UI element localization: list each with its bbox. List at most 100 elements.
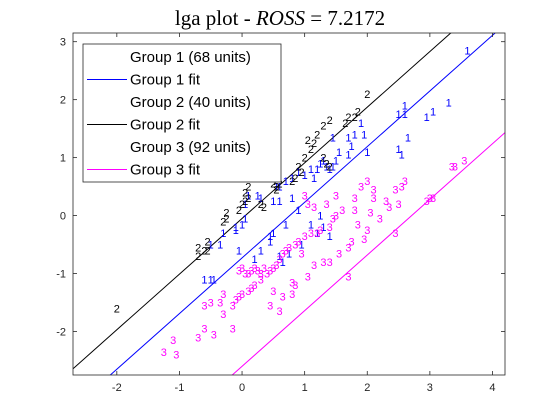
point-marker: 1	[308, 219, 314, 231]
point-marker: 3	[370, 193, 376, 205]
point-marker: 2	[320, 121, 326, 133]
point-marker: 2	[311, 138, 317, 150]
point-marker: 1	[317, 211, 323, 223]
point-marker: 1	[308, 164, 314, 176]
fit-lines	[73, 33, 505, 375]
point-marker: 2	[302, 153, 308, 165]
legend: Group 1 (68 units) Group 1 fit Group 2 (40…	[82, 43, 282, 183]
point-marker: 2	[292, 173, 298, 185]
point-marker: 3	[292, 240, 298, 252]
point-marker: 2	[258, 199, 264, 211]
point-marker: 3	[452, 161, 458, 173]
chart-title-text: lga plot - ROSS = 7.2172	[175, 6, 385, 30]
point-marker: 1	[327, 231, 333, 243]
point-marker: 2	[220, 216, 226, 228]
point-marker: 3	[242, 269, 248, 281]
point-marker: 1	[252, 254, 258, 266]
chart-title: lga plot - ROSS = 7.2172	[175, 6, 385, 30]
point-marker: 2	[195, 242, 201, 254]
point-marker: 3	[264, 269, 270, 281]
point-marker: 3	[280, 292, 286, 304]
point-marker: 3	[336, 248, 342, 260]
point-marker: 3	[261, 263, 267, 275]
point-marker: 1	[402, 100, 408, 112]
point-marker: 3	[252, 263, 258, 275]
point-marker: 3	[349, 237, 355, 249]
point-marker: 3	[239, 289, 245, 301]
point-marker: 2	[245, 193, 251, 205]
point-marker: 1	[267, 231, 273, 243]
point-marker: 3	[333, 190, 339, 202]
series-group-1: 1111111111111111111111111111111111111111…	[201, 45, 470, 286]
point-marker: 1	[361, 129, 367, 141]
point-marker: 2	[205, 237, 211, 249]
point-marker: 3	[383, 196, 389, 208]
point-marker: 1	[320, 222, 326, 234]
point-marker: 1	[236, 245, 242, 257]
point-marker: 1	[320, 156, 326, 168]
point-marker: 2	[298, 167, 304, 179]
x-tick-label: 3	[427, 382, 433, 394]
point-marker: 1	[345, 132, 351, 144]
point-marker: 2	[201, 245, 207, 257]
point-marker: 3	[377, 213, 383, 225]
point-marker: 1	[399, 150, 405, 162]
point-marker: 3	[324, 199, 330, 211]
point-marker: 1	[245, 190, 251, 202]
point-marker: 2	[289, 176, 295, 188]
point-marker: 2	[324, 158, 330, 170]
title-suffix: = 7.2172	[305, 6, 385, 30]
point-marker: 1	[298, 240, 304, 252]
point-marker: 3	[236, 292, 242, 304]
x-tick-label: 2	[364, 382, 370, 394]
point-marker: 3	[399, 182, 405, 194]
point-marker: 1	[317, 158, 323, 170]
point-marker: 2	[239, 199, 245, 211]
point-marker: 3	[258, 269, 264, 281]
legend-box	[82, 43, 282, 183]
point-marker: 1	[358, 118, 364, 130]
point-marker: 2	[273, 182, 279, 194]
x-tick-label: 1	[302, 382, 308, 394]
point-marker: 1	[396, 109, 402, 121]
point-marker: 3	[245, 286, 251, 298]
point-marker: 3	[173, 350, 179, 362]
point-marker: 1	[430, 106, 436, 118]
point-marker: 2	[327, 115, 333, 127]
point-marker: 1	[311, 173, 317, 185]
y-tick-label: 1	[60, 153, 66, 165]
point-marker: 3	[289, 289, 295, 301]
fit-line-group-1	[109, 33, 496, 375]
point-marker: 3	[267, 300, 273, 312]
point-marker: 3	[170, 335, 176, 347]
point-marker: 2	[364, 89, 370, 101]
point-marker: 3	[302, 190, 308, 202]
point-marker: 3	[208, 298, 214, 310]
point-marker: 3	[270, 263, 276, 275]
point-marker: 3	[161, 347, 167, 359]
point-marker: 3	[320, 257, 326, 269]
point-marker: 3	[245, 269, 251, 281]
point-marker: 3	[352, 193, 358, 205]
point-marker: 3	[248, 283, 254, 295]
point-marker: 2	[327, 161, 333, 173]
point-marker: 1	[289, 193, 295, 205]
point-marker: 1	[280, 257, 286, 269]
legend-entry: Group 2 fit	[87, 117, 201, 134]
point-marker: 3	[211, 329, 217, 341]
point-marker: 1	[324, 161, 330, 173]
point-marker: 1	[283, 176, 289, 188]
point-marker: 1	[270, 196, 276, 208]
point-marker: 1	[352, 129, 358, 141]
point-marker: 1	[330, 161, 336, 173]
y-tick-label: -2	[56, 327, 66, 339]
point-marker: 3	[345, 271, 351, 283]
legend-label: Group 3 fit	[130, 162, 201, 179]
point-marker: 3	[314, 228, 320, 240]
point-marker: 3	[449, 161, 455, 173]
point-marker: 3	[220, 309, 226, 321]
point-marker: 1	[283, 219, 289, 231]
point-marker: 2	[305, 135, 311, 147]
point-marker: 1	[333, 156, 339, 168]
point-marker: 3	[230, 324, 236, 336]
